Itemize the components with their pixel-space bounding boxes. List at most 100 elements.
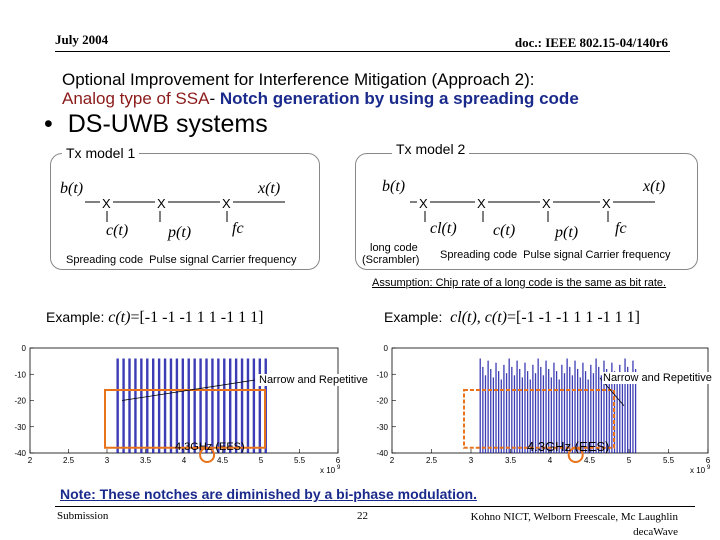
highlight-box: [463, 389, 615, 449]
m2-signal-c: c(t): [493, 222, 516, 239]
x-tick-label: 2.5: [426, 456, 438, 465]
x-tick-label: 4.5: [584, 456, 596, 465]
footer-authors-line1: Kohno NICT, Welborn Freescale, Mc Laughl…: [470, 511, 678, 523]
example-2-prefix: Example:: [384, 309, 451, 325]
m1-caption: Spreading code Pulse signal Carrier freq…: [66, 254, 297, 266]
y-tick-label: -30: [14, 423, 26, 432]
footer-authors-line2: decaWave: [633, 526, 678, 538]
m1-input-label: b(t): [60, 180, 84, 197]
assumption-text: Assumption: Chip rate of a long code is …: [372, 277, 667, 289]
x-tick-label: 6: [706, 456, 711, 465]
m2-signal-fc: fc: [615, 220, 627, 237]
slide-title-line1: Optional Improvement for Interference Mi…: [62, 70, 535, 89]
header-rule: [55, 51, 670, 52]
title-blue-part: Notch generation by using a spreading co…: [215, 89, 579, 108]
x-tick-label: 5.5: [663, 456, 675, 465]
left-annotation: Narrow and Repetitive: [258, 374, 369, 386]
x-tick-label: 4.5: [217, 456, 229, 465]
y-tick-label: -10: [376, 370, 388, 379]
m2-output-label: x(t): [643, 178, 666, 195]
m1-multiplier-3: X: [220, 196, 233, 211]
footer-submission: Submission: [57, 510, 109, 522]
title-separator: -: [209, 89, 216, 108]
x-tick-label: 6: [336, 456, 341, 465]
example-1-prefix: Example:: [46, 309, 109, 325]
m2-signal-cl: cl(t): [430, 220, 457, 237]
y-tick-label: 0: [22, 344, 27, 353]
notch-marker: [199, 447, 216, 463]
m1-output-label: x(t): [258, 180, 281, 197]
highlight-box: [104, 389, 266, 449]
bullet-text: DS-UWB systems: [67, 110, 268, 138]
m2-multiplier-3: X: [540, 196, 553, 211]
slide-title-line2: Analog type of SSA- Notch generation by …: [62, 89, 579, 108]
example-2-code: =[-1 -1 -1 1 1 -1 1 1]: [507, 309, 640, 326]
note-text: Note: These notches are diminished by a …: [60, 486, 477, 502]
y-tick-label: -20: [376, 397, 388, 406]
right-freq-label: 4.3GHz (EES): [527, 439, 610, 454]
y-tick-label: 0: [384, 344, 389, 353]
x-tick-label: 2: [28, 456, 33, 465]
bullet-item: • DS-UWB systems: [44, 110, 268, 139]
m1-multiplier-2: X: [155, 196, 168, 211]
tx-model-1-label: Tx model 1: [62, 145, 140, 161]
x-scale-exponent: 9: [337, 465, 341, 471]
tx-model-1-diagram: [85, 201, 285, 222]
y-tick-label: -10: [14, 370, 26, 379]
example-2-signal-1: cl(t): [450, 309, 477, 326]
m2-long-code: long code: [370, 242, 418, 254]
annotation-arrow: [121, 379, 256, 401]
bullet-symbol: •: [44, 110, 53, 138]
m2-caption: Spreading code Pulse signal Carrier freq…: [440, 249, 671, 261]
example-2-sep: ,: [476, 309, 485, 326]
tx-model-1-panel: [50, 153, 320, 270]
y-tick-label: -30: [376, 423, 388, 432]
header-date: July 2004: [55, 32, 109, 47]
left-freq-label: 4.3GHz (EES): [175, 441, 245, 453]
x-tick-label: 3: [105, 456, 110, 465]
x-tick-label: 5.5: [294, 456, 306, 465]
x-tick-label: 3.5: [505, 456, 517, 465]
tx-model-2-panel: [355, 153, 698, 270]
x-scale-label: x 10: [320, 466, 336, 475]
example-2-signal-2: c(t): [484, 309, 507, 326]
x-tick-label: 4: [548, 456, 553, 465]
x-tick-label: 5: [627, 456, 632, 465]
m2-multiplier-4: X: [600, 196, 613, 211]
footer-rule: [55, 506, 695, 507]
y-tick-label: -40: [376, 449, 388, 458]
x-scale-exponent: 9: [707, 465, 711, 471]
x-tick-label: 5: [259, 456, 264, 465]
right-spectrum-plot: 0 -10 -20 -30 -40 2 2.5 3 3.5 4 4.5 5 5.5 6 x 10 9: [362, 338, 720, 483]
header-doc-id: doc.: IEEE 802.15-04/140r6: [514, 35, 668, 50]
x-tick-label: 2: [390, 456, 395, 465]
x-scale-label: x 10: [690, 466, 706, 475]
x-tick-label: 2.5: [63, 456, 75, 465]
y-tick-label: -20: [14, 397, 26, 406]
left-spectrum-svg: 0 -10 -20 -30 -402 2.5 3 3.5 4 4.5 5 5.5 6x 10 9: [14, 344, 341, 475]
m1-multiplier-1: X: [100, 196, 113, 211]
footer-authors: Kohno NICT, Welborn Freescale, Mc Laughl…: [471, 510, 678, 540]
right-annotation: Narrow and Repetitive: [602, 372, 713, 384]
x-tick-label: 3.5: [140, 456, 152, 465]
m2-scrambler: (Scrambler): [362, 254, 420, 266]
m1-signal-c: c(t): [106, 222, 129, 239]
notch-marker: [567, 447, 584, 463]
example-1-code: =[-1 -1 -1 1 1 -1 1 1]: [130, 309, 264, 326]
footer-page-number: 22: [357, 510, 368, 522]
m1-signal-p: p(t): [168, 224, 192, 241]
m2-multiplier-1: X: [417, 196, 430, 211]
m2-multiplier-2: X: [475, 196, 488, 211]
tx-model-2-label: Tx model 2: [392, 141, 470, 157]
m2-input-label: b(t): [382, 178, 406, 195]
x-tick-label: 3: [469, 456, 474, 465]
plot-frame: [391, 347, 709, 454]
example-2: Example: cl(t), c(t)=[-1 -1 -1 1 1 -1 1 …: [384, 309, 640, 327]
example-1: Example: c(t)=[-1 -1 -1 1 1 -1 1 1]: [46, 309, 263, 327]
y-tick-label: -40: [14, 449, 26, 458]
left-spectrum-plot: 0 -10 -20 -30 -40 2 2.5 3 3.5 4 4.5 5 5.5 6 x 10 9: [0, 338, 350, 483]
right-spectrum-svg: 0 -10 -20 -30 -402 2.5 3 3.5 4 4.5 5 5.5 6x 10 9: [376, 344, 711, 475]
example-1-signal: c(t): [108, 309, 131, 326]
title-red-part: Analog type of SSA: [62, 89, 210, 108]
m1-signal-fc: fc: [232, 220, 244, 237]
